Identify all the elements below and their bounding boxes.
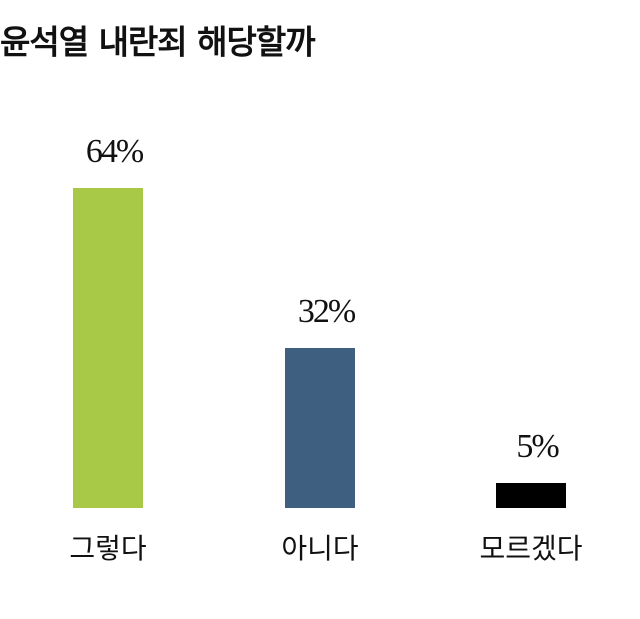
x-tick-label: 아니다 [281,532,358,565]
bar [285,348,355,508]
x-tick-label: 그렇다 [69,532,146,565]
value-label: 64% [86,133,144,170]
value-label: 32% [298,293,356,330]
chart-title: 윤석열 내란죄 해당할까 [0,23,316,62]
bar [496,483,566,508]
value-label: 5% [516,428,559,465]
x-tick-label: 모르겠다 [479,532,582,565]
bar [73,188,143,508]
